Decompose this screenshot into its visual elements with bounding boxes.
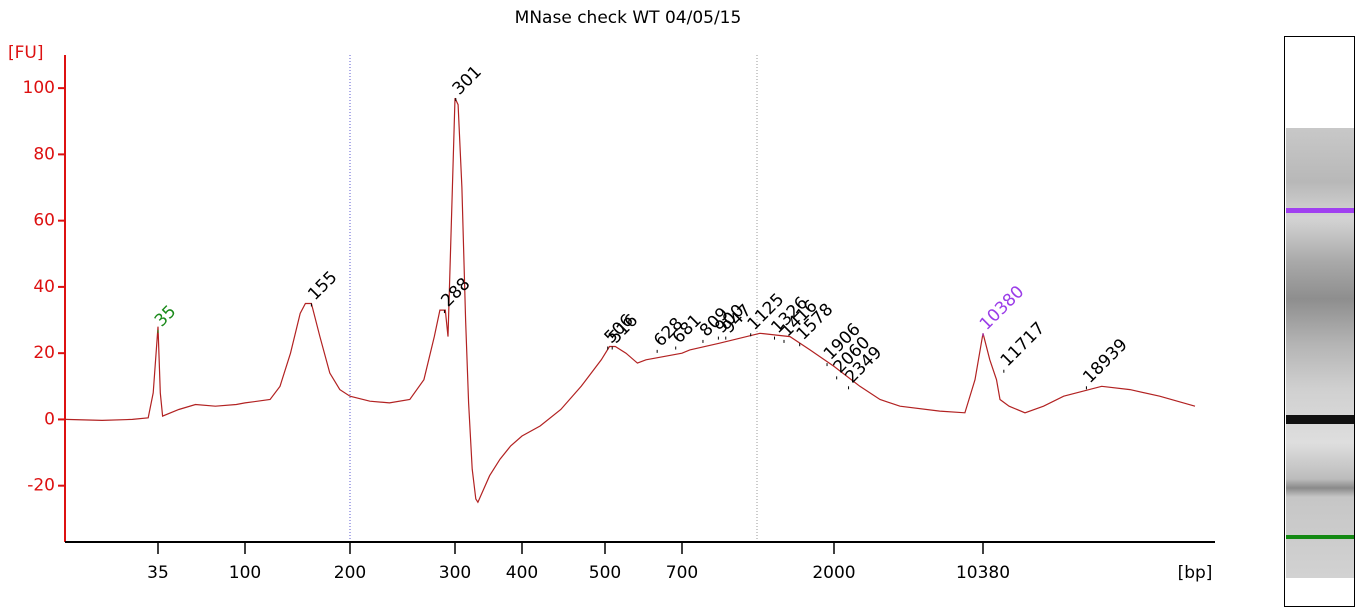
y-tick-label: 100	[23, 78, 55, 98]
chart-title: MNase check WT 04/05/15	[515, 8, 742, 28]
peak-label: 155	[304, 267, 341, 304]
y-tick-label: 20	[33, 343, 55, 363]
x-tick-label: 700	[666, 563, 698, 583]
y-tick-label: 60	[33, 211, 55, 231]
x-tick-label: 300	[439, 563, 471, 583]
peak-label: 10380	[976, 282, 1028, 334]
y-tick-label: 80	[33, 144, 55, 164]
y-axis-label: [FU]	[8, 43, 44, 63]
upper-marker-band	[1286, 208, 1354, 213]
x-axis-label: [bp]	[1178, 563, 1213, 583]
x-tick-label: 200	[334, 563, 366, 583]
peak-label: 288	[437, 274, 474, 311]
gel-band	[1286, 415, 1354, 424]
peak-label: 18939	[1079, 335, 1131, 387]
lower-marker-band	[1286, 535, 1354, 539]
trace	[64, 97, 1196, 504]
y-tick-label: 40	[33, 277, 55, 297]
x-tick-label: 100	[229, 563, 261, 583]
x-tick-label: 10380	[956, 563, 1010, 583]
gel-lane	[1284, 36, 1355, 607]
x-tick-label: 500	[589, 563, 621, 583]
peak-label: 35	[151, 302, 180, 331]
y-tick-label: -20	[27, 476, 55, 496]
peak-label: 11717	[997, 318, 1049, 370]
x-tick-label: 400	[506, 563, 538, 583]
gel-background	[1286, 128, 1354, 578]
x-tick-label: 35	[147, 563, 169, 583]
x-tick-label: 2000	[812, 563, 855, 583]
peak-label: 301	[449, 62, 486, 99]
y-tick-label: 0	[44, 409, 55, 429]
